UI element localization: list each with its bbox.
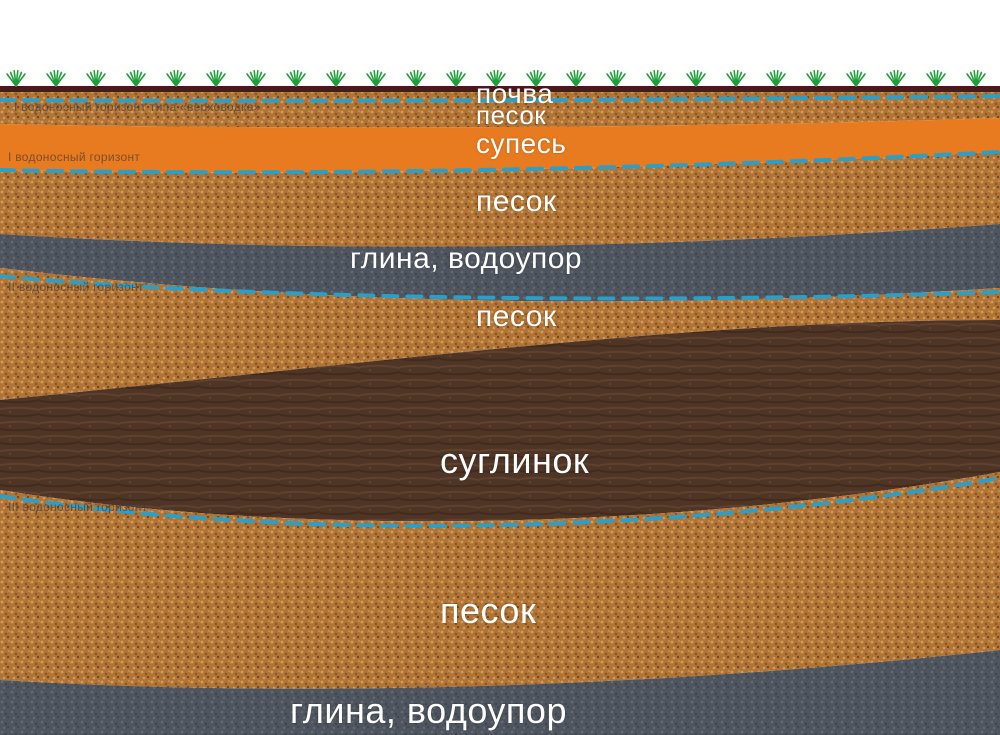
grass-tuft — [567, 71, 585, 86]
layer-label-sandyloam: супесь — [476, 128, 566, 160]
grass-tuft — [807, 71, 825, 86]
grass-tuft — [687, 71, 705, 86]
grass-tuft — [207, 71, 225, 86]
layer-label-sand2: песок — [476, 185, 557, 219]
aquifer-label-3: II водоносный горизонт — [8, 280, 144, 294]
grass-tuft — [967, 71, 985, 86]
grass-tuft — [447, 71, 465, 86]
layer-label-sand3: песок — [476, 300, 557, 334]
soil-cross-section-diagram: почвапесоксупесьпесокглина, водоупорпесо… — [0, 0, 1000, 735]
layer-label-loam: суглинок — [440, 440, 589, 482]
grass-tuft — [647, 71, 665, 86]
grass-tuft — [87, 71, 105, 86]
grass-tuft — [367, 71, 385, 86]
layer-label-sand1: песок — [476, 100, 546, 131]
grass-tuft — [47, 71, 65, 86]
layer-label-sand4: песок — [440, 590, 536, 632]
grass-tuft — [127, 71, 145, 86]
grass-tuft — [167, 71, 185, 86]
grass-tuft — [847, 71, 865, 86]
aquifer-label-2: I водоносный горизонт — [8, 150, 140, 164]
grass-tuft — [247, 71, 265, 86]
aquifer-label-1: I водоносный горизонт типа «верховодка» — [14, 100, 261, 114]
grass-tuft — [287, 71, 305, 86]
grass-tuft — [7, 71, 25, 86]
grass-tuft — [607, 71, 625, 86]
grass-tuft — [927, 71, 945, 86]
grass-tuft — [327, 71, 345, 86]
aquifer-label-4: III водоносный горизонт — [8, 500, 147, 514]
grass-tuft — [887, 71, 905, 86]
grass-tuft — [727, 71, 745, 86]
grass-tuft — [407, 71, 425, 86]
grass-tuft — [767, 71, 785, 86]
layer-label-clay1: глина, водоупор — [350, 242, 582, 276]
layer-label-clay2: глина, водоупор — [290, 690, 567, 732]
